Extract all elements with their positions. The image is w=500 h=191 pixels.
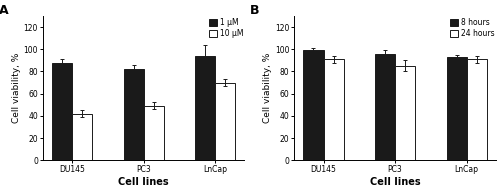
Y-axis label: Cell viability, %: Cell viability, % [12, 53, 21, 123]
Bar [324, 59, 344, 160]
Bar [395, 66, 415, 160]
Bar [124, 69, 144, 160]
Bar [195, 56, 215, 160]
Bar [144, 106, 164, 160]
Legend: 1 μM, 10 μM: 1 μM, 10 μM [208, 17, 244, 40]
Bar [72, 114, 92, 160]
Bar [52, 62, 72, 160]
Bar [446, 57, 466, 160]
Text: A: A [0, 4, 8, 17]
X-axis label: Cell lines: Cell lines [370, 177, 420, 187]
Bar [375, 54, 395, 160]
Bar [304, 50, 324, 160]
Y-axis label: Cell viability, %: Cell viability, % [263, 53, 272, 123]
X-axis label: Cell lines: Cell lines [118, 177, 169, 187]
Legend: 8 hours, 24 hours: 8 hours, 24 hours [448, 17, 496, 40]
Bar [215, 83, 236, 160]
Text: B: B [250, 4, 260, 17]
Bar [466, 59, 486, 160]
